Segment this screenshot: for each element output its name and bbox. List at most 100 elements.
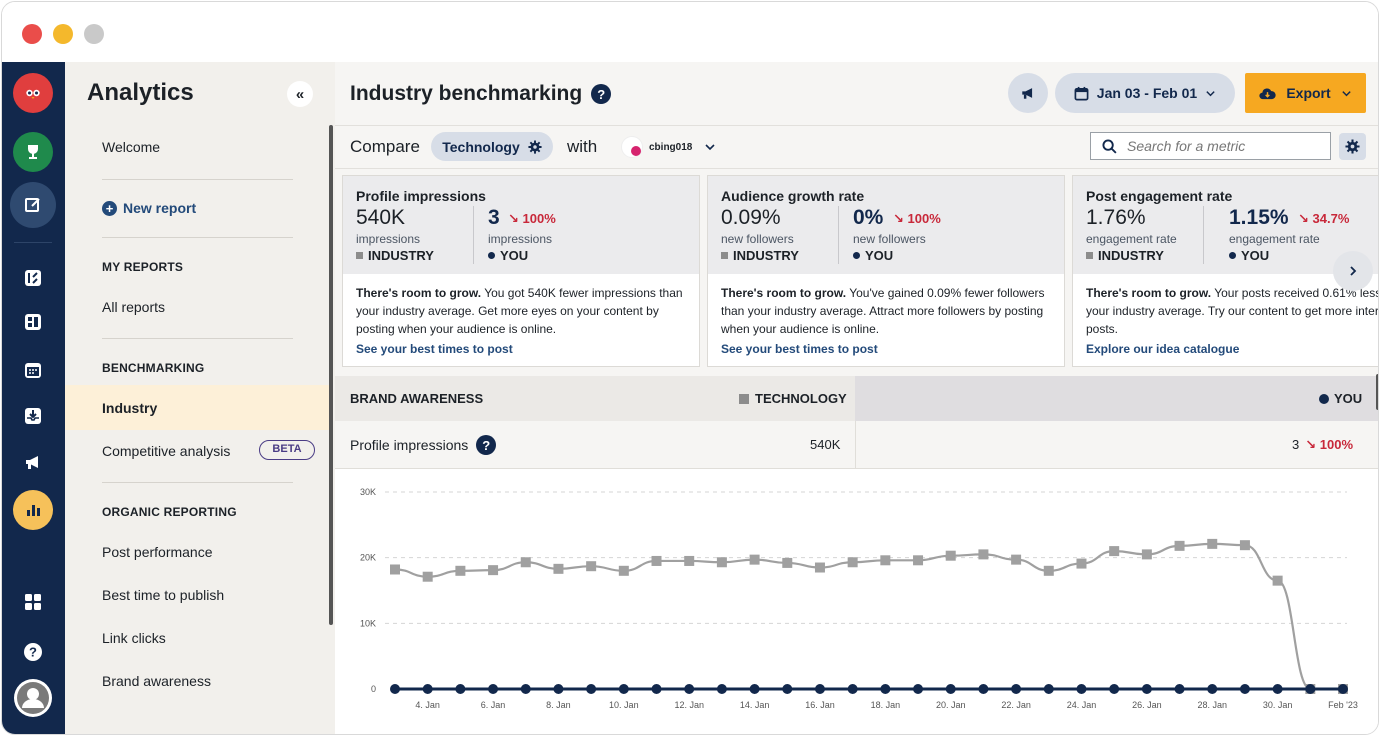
owl-logo-icon[interactable] — [13, 73, 53, 113]
you-unit: engagement rate — [1229, 232, 1320, 246]
trophy-icon[interactable] — [13, 132, 53, 172]
technology-data-point — [422, 571, 433, 582]
you-data-point — [586, 684, 597, 694]
card-header — [343, 176, 699, 274]
my-reports-heading: MY REPORTS — [102, 260, 184, 274]
help-icon[interactable]: ? — [591, 84, 612, 104]
technology-data-point — [1043, 565, 1054, 576]
circle-legend-icon — [1319, 393, 1329, 404]
industry-selector[interactable]: Technology — [431, 132, 553, 161]
you-data-point — [1141, 684, 1152, 694]
industry-value: 540K — [356, 206, 406, 229]
export-button[interactable]: Export — [1245, 73, 1366, 113]
sidebar-divider — [102, 237, 293, 238]
sidebar-item-post-performance[interactable]: Post performance — [102, 544, 213, 560]
you-column-cell — [855, 421, 1378, 468]
calendar-icon[interactable] — [13, 350, 53, 390]
row-you-value: 3 ↘ 100% — [1292, 437, 1353, 453]
apps-icon[interactable] — [13, 582, 53, 622]
industry-unit: impressions — [356, 232, 421, 246]
streams-icon[interactable] — [13, 258, 53, 298]
industry-tag: INDUSTRY — [721, 248, 799, 263]
technology-data-point — [618, 565, 629, 576]
technology-data-point — [390, 564, 400, 575]
dashboard-icon[interactable] — [13, 302, 53, 342]
help-icon[interactable]: ? — [13, 632, 53, 672]
sidebar-active-highlight — [65, 385, 329, 430]
account-selector[interactable]: cbing018 — [621, 136, 716, 158]
technology-label: TECHNOLOGY — [755, 391, 847, 406]
sidebar-item-welcome[interactable]: Welcome — [102, 139, 161, 155]
you-change-value: 34.7% — [1312, 211, 1350, 226]
you-tag: YOU — [853, 248, 893, 263]
sidebar-item-competitive-analysis[interactable]: Competitive analysis — [102, 443, 231, 459]
sidebar-scrollbar[interactable] — [329, 125, 333, 625]
sidebar-item-brand-awareness[interactable]: Brand awareness — [102, 673, 211, 689]
metric-search-input[interactable]: Search for a metric — [1090, 132, 1331, 160]
sidebar-item-best-time[interactable]: Best time to publish — [102, 587, 225, 603]
card-title: Audience growth rate — [721, 188, 865, 204]
you-label: YOU — [1334, 391, 1363, 406]
card-link[interactable]: See your best times to post — [356, 342, 513, 356]
y-tick-label: 20K — [360, 553, 376, 563]
technology-data-point — [978, 549, 989, 560]
industry-unit: new followers — [721, 232, 794, 246]
you-data-point — [1338, 684, 1348, 694]
you-data-point — [651, 684, 662, 694]
you-tag-label: YOU — [500, 248, 529, 263]
collapse-sidebar-button[interactable]: « — [287, 81, 313, 107]
card-link[interactable]: Explore our idea catalogue — [1086, 342, 1240, 356]
card-link[interactable]: See your best times to post — [721, 342, 878, 356]
new-report-button[interactable]: + New report — [102, 200, 196, 216]
profile-avatar-icon[interactable] — [13, 678, 53, 718]
technology-data-point — [553, 563, 564, 574]
you-value: 1.15% — [1229, 206, 1289, 229]
sidebar-item-industry[interactable]: Industry — [102, 400, 158, 416]
next-cards-button[interactable] — [1333, 251, 1373, 291]
main-scrollbar[interactable] — [1376, 374, 1378, 410]
x-tick-label: 18. Jan — [871, 700, 901, 710]
settings-button[interactable] — [1339, 133, 1366, 160]
maximize-window-button[interactable] — [84, 24, 104, 44]
date-range-picker[interactable]: Jan 03 - Feb 01 — [1055, 73, 1235, 113]
you-change-value: 100% — [522, 211, 556, 226]
x-tick-label: 8. Jan — [546, 700, 571, 710]
inbox-icon[interactable] — [13, 396, 53, 436]
analytics-icon[interactable] — [13, 490, 53, 530]
you-data-point — [1043, 684, 1054, 694]
chevron-down-icon — [1341, 90, 1351, 96]
sidebar-divider — [102, 338, 293, 339]
new-report-label: New report — [123, 200, 197, 216]
square-legend-icon — [739, 393, 749, 404]
sidebar-divider — [102, 179, 293, 180]
you-data-point — [1076, 684, 1087, 694]
industry-tag-label: INDUSTRY — [733, 248, 799, 263]
technology-data-point — [716, 557, 727, 568]
technology-data-point — [1011, 554, 1022, 565]
megaphone-icon[interactable] — [13, 442, 53, 482]
industry-chip-label: Technology — [442, 138, 520, 155]
you-tag: YOU — [488, 248, 528, 263]
compose-icon[interactable] — [10, 182, 56, 228]
instagram-icon — [621, 136, 643, 158]
technology-data-point — [782, 557, 793, 568]
x-tick-label: 12. Jan — [674, 700, 704, 710]
minimize-window-button[interactable] — [53, 24, 73, 44]
x-tick-label: 26. Jan — [1132, 700, 1162, 710]
close-window-button[interactable] — [22, 24, 42, 44]
sidebar-item-link-clicks[interactable]: Link clicks — [102, 630, 166, 646]
you-data-point — [390, 684, 400, 694]
square-legend-icon — [721, 252, 728, 259]
sidebar-item-all-reports[interactable]: All reports — [102, 299, 166, 315]
technology-data-point — [1174, 540, 1185, 551]
help-icon[interactable]: ? — [476, 435, 497, 455]
calendar-icon — [1074, 86, 1089, 100]
technology-series-line — [394, 542, 1343, 691]
you-data-point — [684, 684, 695, 694]
circle-legend-icon — [1229, 252, 1236, 259]
announcements-button[interactable] — [1008, 73, 1048, 113]
x-tick-label: 20. Jan — [936, 700, 966, 710]
you-value: 3 — [488, 206, 500, 229]
card-body-bold: There's room to grow. — [721, 286, 847, 300]
card-body-text: Your posts received 0.61% less engagemen… — [1086, 286, 1379, 336]
